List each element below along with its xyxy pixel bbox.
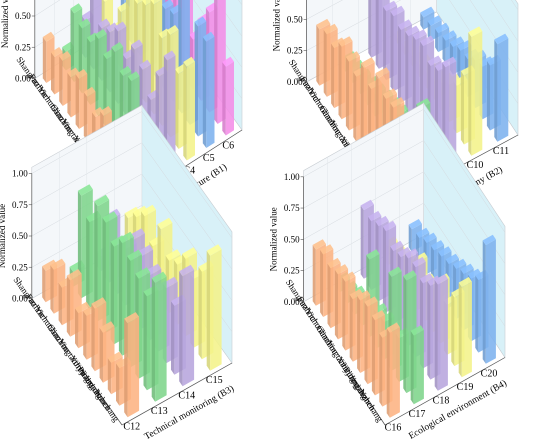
series-label-c15: C15 bbox=[206, 375, 223, 386]
bar-C16-nanchang bbox=[386, 322, 400, 418]
bar-C13-nanchang bbox=[151, 271, 167, 402]
z-tick-label: 0.25 bbox=[12, 262, 28, 272]
bar-C15-nanchang bbox=[206, 244, 222, 371]
bar-C12-nanchang bbox=[124, 312, 140, 418]
series-axis-line bbox=[121, 362, 233, 426]
bar-C17-nanchang bbox=[410, 325, 424, 405]
series-label-c5: C5 bbox=[203, 153, 215, 164]
z-tick-label: 0.50 bbox=[15, 11, 31, 21]
bar-C18-nanchang bbox=[434, 274, 448, 391]
series-label-c12: C12 bbox=[123, 421, 140, 432]
z-tick-label: 0.25 bbox=[284, 266, 300, 276]
z-tick-label: 1.00 bbox=[12, 169, 28, 179]
series-label-c4: C4 bbox=[183, 165, 195, 176]
series-label-c11: C11 bbox=[493, 146, 509, 157]
bar-C6-nanchang bbox=[222, 56, 234, 136]
gridline bbox=[306, 0, 519, 73]
z-tick-label: 0.00 bbox=[287, 77, 303, 87]
bar-C20-nanchang bbox=[482, 234, 496, 364]
z-axis-label: Normalized value bbox=[269, 207, 279, 271]
z-tick-label: 0.50 bbox=[12, 231, 28, 241]
series-label-c10: C10 bbox=[467, 160, 484, 171]
series-label-c18: C18 bbox=[433, 395, 450, 406]
series-axis-line bbox=[384, 357, 506, 426]
z-tick-label: 0.75 bbox=[12, 200, 28, 210]
z-tick-label: 0.00 bbox=[12, 294, 28, 304]
series-label-c19: C19 bbox=[457, 382, 474, 393]
gridline bbox=[490, 0, 519, 42]
z-tick-label: 0.00 bbox=[284, 297, 300, 307]
z-axis-label: Normalized value bbox=[272, 0, 282, 51]
z-tick-label: 0.75 bbox=[284, 203, 300, 213]
bar-C19-nanchang bbox=[458, 277, 472, 378]
city-axis-line bbox=[303, 301, 386, 426]
bar-C5-nanchang bbox=[202, 31, 215, 148]
series-label-c13: C13 bbox=[151, 406, 168, 417]
city-axis-line bbox=[31, 298, 123, 426]
series-label-c6: C6 bbox=[222, 140, 234, 151]
bar-C14-nanchang bbox=[179, 264, 195, 387]
bar-C10-nanchang bbox=[468, 26, 483, 156]
z-axis-label: Normalized value bbox=[0, 204, 7, 268]
series-label-c20: C20 bbox=[481, 368, 498, 379]
z-tick-label: 0.50 bbox=[287, 14, 303, 24]
z-tick-label: 0.25 bbox=[15, 42, 31, 52]
bar-C11-nanchang bbox=[494, 33, 509, 142]
series-label-c14: C14 bbox=[178, 390, 195, 401]
bar-C4-nanchang bbox=[183, 56, 195, 161]
z-tick-label: 0.50 bbox=[284, 234, 300, 244]
z-axis-label: Normalized value bbox=[0, 0, 10, 48]
z-tick-label: 1.00 bbox=[284, 172, 300, 182]
z-tick-label: 0.00 bbox=[15, 74, 31, 84]
series-label-c16: C16 bbox=[385, 422, 402, 433]
series-label-c17: C17 bbox=[409, 409, 426, 420]
z-tick-label: 0.25 bbox=[287, 46, 303, 56]
